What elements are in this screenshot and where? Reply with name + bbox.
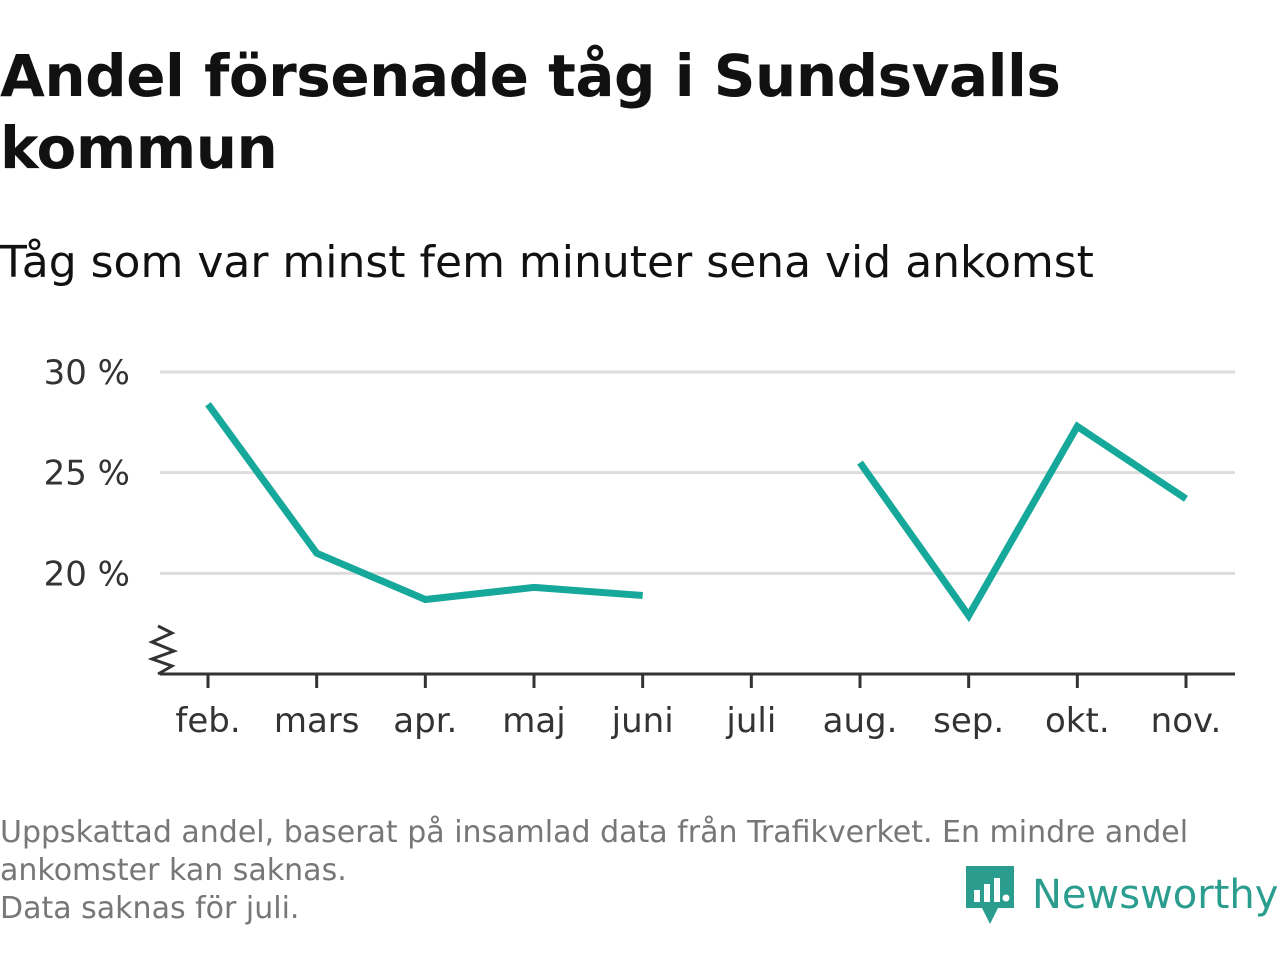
y-tick-label: 25 % [44, 454, 130, 494]
y-tick-label: 20 % [44, 554, 130, 594]
axis-break-icon [147, 624, 179, 676]
x-tick-label: juli [725, 701, 776, 741]
grid-lines [160, 370, 1235, 575]
x-tick-label: mars [274, 701, 360, 741]
series-line [205, 402, 643, 604]
chart-title: Andel försenade tåg i Sundsvalls kommun [0, 42, 1061, 182]
footnote: Uppskattad andel, baserat på insamlad da… [0, 814, 1275, 928]
line-chart: 20 % 25 % 30 % feb. mars apr. maj juni juli aug. s… [44, 353, 1235, 741]
x-tick-label: nov. [1151, 701, 1222, 741]
footnote-line: Uppskattad andel, baserat på insamlad da… [0, 815, 1189, 850]
x-tick-label: okt. [1045, 701, 1110, 741]
chart-subtitle: Tåg som var minst fem minuter sena vid a… [0, 237, 1094, 288]
tick-labels: 20 % 25 % 30 % feb. mars apr. maj juni juli aug. s… [44, 353, 1222, 741]
brand-logo: Newsworthy [964, 864, 1278, 926]
x-tick-label: feb. [175, 701, 240, 741]
x-tick-label: apr. [393, 701, 457, 741]
brand-name: Newsworthy [1032, 872, 1279, 918]
x-axis [147, 624, 1235, 688]
x-tick-label: aug. [823, 701, 898, 741]
x-tick-label: juni [611, 701, 674, 741]
footnote-line: ankomster kan saknas. [0, 853, 347, 888]
x-tick-label: sep. [933, 701, 1004, 741]
series-line [857, 421, 1188, 623]
newsworthy-logo-icon [966, 866, 1014, 924]
footnote-line: Data saknas för juli. [0, 891, 300, 926]
x-tick-label: maj [502, 701, 565, 741]
data-series [205, 402, 1188, 623]
y-tick-label: 30 % [44, 353, 130, 393]
